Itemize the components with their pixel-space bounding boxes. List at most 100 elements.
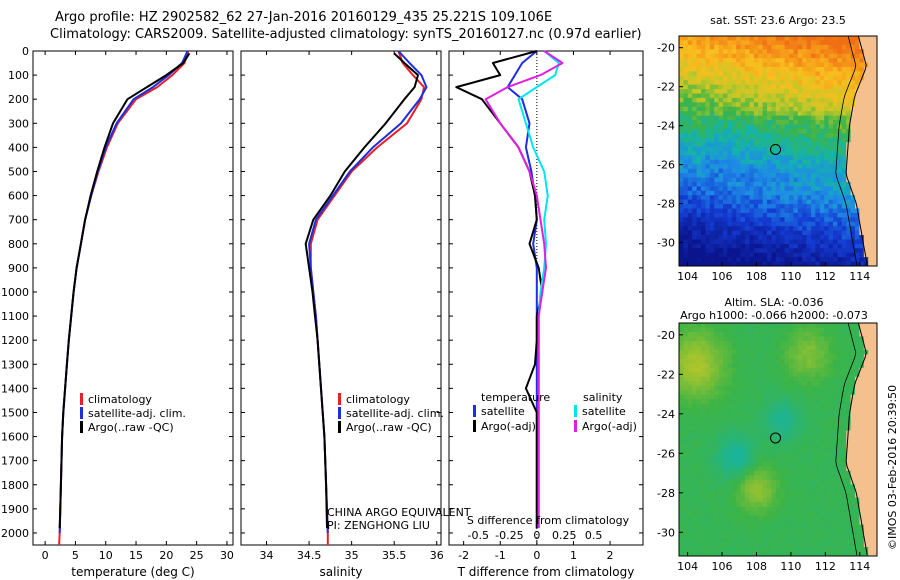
map-cell bbox=[824, 142, 829, 147]
map-cell bbox=[731, 381, 737, 387]
map-cell bbox=[731, 511, 737, 517]
map-cell bbox=[828, 381, 834, 387]
map-cell bbox=[696, 542, 702, 548]
map-cell bbox=[736, 142, 741, 147]
map-cell bbox=[789, 493, 794, 499]
map-cell bbox=[767, 53, 772, 59]
map-frame bbox=[678, 35, 878, 267]
map-cell bbox=[828, 376, 834, 382]
map-cell bbox=[872, 538, 878, 543]
map-cell bbox=[850, 133, 856, 139]
map-cell bbox=[749, 151, 755, 156]
map-cell bbox=[745, 394, 750, 400]
map-cell bbox=[683, 376, 689, 382]
map-cell bbox=[797, 80, 803, 86]
map-cell bbox=[872, 367, 878, 373]
map-cell bbox=[868, 142, 873, 147]
map-cell bbox=[749, 115, 755, 121]
map-cell bbox=[784, 62, 790, 68]
map-cell bbox=[789, 443, 794, 449]
map-cell bbox=[771, 133, 777, 139]
map-cell bbox=[679, 115, 684, 121]
map-cell bbox=[736, 394, 741, 400]
map-cell bbox=[868, 146, 873, 152]
map-cell bbox=[727, 488, 733, 494]
map-cell bbox=[841, 128, 847, 134]
map-cell bbox=[859, 36, 865, 41]
map-cell bbox=[718, 367, 724, 373]
map-cell bbox=[797, 120, 803, 125]
map-cell bbox=[767, 186, 772, 192]
map-cell bbox=[793, 529, 799, 534]
map-cell bbox=[850, 164, 856, 170]
map-cell bbox=[819, 497, 825, 503]
map-cell bbox=[841, 106, 847, 112]
map-cell bbox=[784, 75, 790, 81]
map-cell bbox=[855, 155, 860, 161]
map-cell bbox=[714, 102, 719, 108]
map-cell bbox=[731, 111, 737, 117]
map-cell bbox=[850, 452, 856, 458]
map-cell bbox=[780, 230, 785, 236]
map-cell bbox=[855, 331, 860, 337]
map-cell bbox=[868, 390, 873, 396]
y-tick-label: -28 bbox=[657, 198, 675, 211]
map-cell bbox=[797, 426, 803, 431]
map-cell bbox=[727, 502, 733, 508]
map-cell bbox=[868, 542, 873, 548]
map-cell bbox=[780, 435, 785, 440]
map-cell bbox=[692, 417, 697, 422]
map-cell bbox=[846, 367, 851, 373]
map-cell bbox=[736, 327, 741, 333]
map-cell bbox=[705, 36, 711, 41]
map-cell bbox=[833, 394, 838, 400]
map-cell bbox=[815, 515, 821, 521]
map-cell bbox=[793, 479, 799, 485]
map-cell bbox=[824, 385, 829, 391]
map-cell bbox=[806, 367, 812, 373]
map-cell bbox=[797, 466, 803, 472]
map-cell bbox=[701, 239, 706, 245]
map-cell bbox=[811, 71, 816, 77]
map-cell bbox=[767, 403, 772, 409]
map-cell bbox=[811, 133, 816, 139]
map-cell bbox=[701, 408, 706, 414]
map-cell bbox=[863, 358, 869, 364]
map-cell bbox=[753, 457, 759, 463]
map-cell bbox=[793, 452, 799, 458]
map-cell bbox=[841, 412, 847, 418]
map-cell bbox=[731, 226, 737, 232]
map-cell bbox=[789, 399, 794, 405]
map-cell bbox=[696, 75, 702, 81]
map-cell bbox=[837, 248, 843, 254]
map-cell bbox=[758, 408, 763, 414]
map-cell bbox=[837, 470, 843, 476]
map-cell bbox=[740, 336, 746, 342]
map-cell bbox=[780, 479, 785, 485]
map-cell bbox=[775, 381, 781, 387]
map-cell bbox=[709, 239, 715, 245]
map-cell bbox=[775, 257, 781, 262]
map-cell bbox=[833, 461, 838, 467]
map-cell bbox=[727, 106, 733, 112]
map-cell bbox=[731, 363, 737, 369]
map-cell bbox=[736, 345, 741, 351]
map-cell bbox=[701, 168, 706, 174]
map-cell bbox=[701, 115, 706, 121]
map-cell bbox=[758, 248, 763, 254]
map-cell bbox=[696, 466, 702, 472]
map-cell bbox=[718, 239, 724, 245]
map-cell bbox=[687, 493, 693, 499]
map-cell bbox=[692, 36, 697, 41]
map-cell bbox=[727, 49, 733, 55]
map-cell bbox=[696, 124, 702, 130]
map-cell bbox=[758, 89, 763, 94]
map-cell bbox=[767, 327, 772, 333]
map-cell bbox=[679, 394, 684, 400]
y-tick-label: -22 bbox=[657, 368, 675, 381]
map-cell bbox=[731, 53, 737, 59]
map-cell bbox=[745, 515, 750, 521]
map-cell bbox=[727, 430, 733, 436]
map-cell bbox=[745, 448, 750, 454]
map-cell bbox=[718, 199, 724, 205]
